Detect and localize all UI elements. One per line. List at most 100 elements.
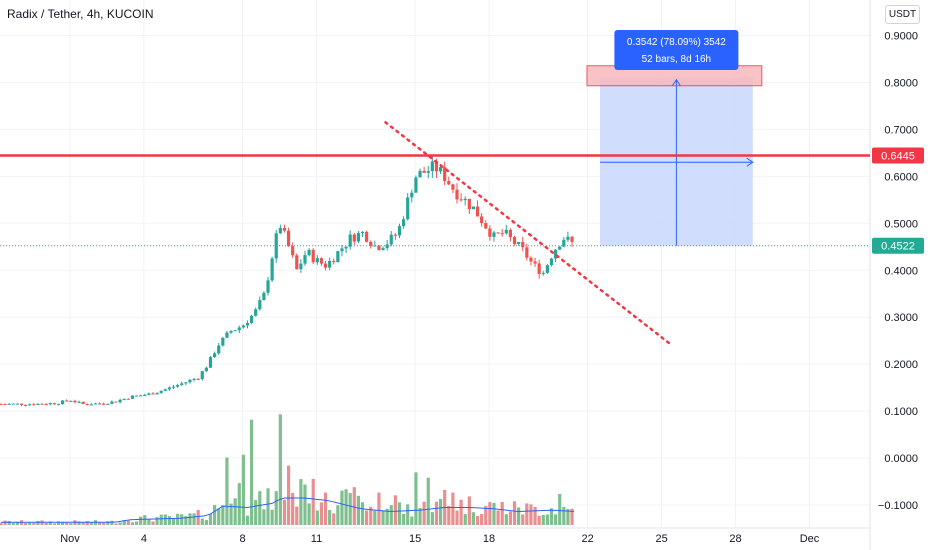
candle-body: [229, 331, 233, 333]
candle-body: [0, 404, 3, 406]
volume-bar: [393, 495, 397, 525]
candle-body: [521, 242, 525, 248]
candle-body: [266, 280, 270, 293]
volume-bar: [554, 514, 558, 525]
volume-bar: [11, 522, 15, 525]
candle-body: [299, 263, 303, 270]
volume-bar: [360, 502, 365, 525]
price-tick-label: 0.7000: [884, 124, 918, 136]
candle-body: [484, 223, 488, 229]
candle-body: [480, 216, 484, 224]
volume-bar: [134, 521, 139, 525]
candle-body: [11, 403, 15, 405]
candle-body: [488, 228, 492, 237]
candle-body: [406, 197, 410, 220]
volume-bar: [44, 522, 48, 525]
candle-body: [196, 378, 200, 380]
volume-moving-average: [0, 497, 575, 523]
candle-body: [85, 403, 89, 405]
candle-body: [455, 189, 459, 200]
time-tick-label: 11: [311, 533, 322, 545]
currency-button[interactable]: USDT: [885, 5, 920, 24]
measure-duration-text: 52 bars, 8d 16h: [642, 54, 712, 65]
volume-bar: [249, 419, 254, 525]
candle-body: [19, 403, 24, 405]
volume-bar: [426, 477, 430, 525]
price-axis[interactable]: 0.9000 0.8000 0.7000 0.6000 0.5000 0.4000 0.30…: [869, 0, 932, 550]
candle-body: [213, 353, 217, 358]
candle-body: [352, 234, 356, 242]
volume-bar: [85, 521, 89, 525]
volume-bar: [114, 523, 118, 525]
volume-bar: [270, 509, 274, 525]
volume-bar: [7, 520, 11, 525]
volume-bar: [549, 508, 554, 525]
candle-body: [61, 400, 65, 405]
volume-bar: [258, 491, 262, 525]
time-tick-label: 25: [655, 533, 667, 545]
candle-body: [373, 245, 377, 247]
volume-bar: [500, 502, 504, 525]
candle-body: [443, 167, 447, 181]
candle-body: [529, 257, 533, 262]
volume-bar: [291, 492, 295, 525]
volume-bar: [303, 484, 307, 525]
volume-bar: [266, 488, 270, 525]
volume-bar: [52, 523, 56, 525]
candle-body: [56, 404, 61, 406]
volume-bar: [558, 493, 562, 525]
candle-body: [504, 229, 508, 234]
volume-bar: [447, 506, 451, 525]
candle-body: [537, 263, 541, 274]
volume-bar: [184, 516, 188, 525]
candle-body: [323, 263, 328, 268]
candle-body: [32, 404, 36, 406]
volume-bar: [163, 514, 167, 525]
candle-body: [348, 234, 352, 247]
candle-body: [430, 161, 434, 172]
candle-body: [434, 161, 439, 172]
candle-body: [295, 255, 299, 270]
long-position-tool[interactable]: 0.3542 (78.09%) 3542 52 bars, 8d 16h: [586, 30, 763, 246]
volume-bar: [348, 493, 352, 525]
volume-bar: [512, 501, 517, 525]
volume-bar: [110, 520, 114, 525]
candle-body: [570, 236, 574, 242]
candle-body: [360, 231, 365, 234]
volume-bar: [102, 522, 106, 525]
volume-bar: [377, 492, 381, 525]
volume-bar: [344, 489, 348, 525]
candle-body: [492, 232, 496, 237]
last-price-line: 0.4522: [0, 237, 924, 254]
volume-bar: [517, 507, 521, 525]
candle-body: [332, 260, 336, 263]
volume-bar: [213, 505, 217, 525]
time-axis[interactable]: Nov 4 8 11 15 18 22 25 28 Dec: [0, 527, 870, 545]
candle-body: [52, 403, 56, 405]
volume-bar: [56, 521, 61, 525]
volume-bar: [151, 521, 155, 525]
volume-bar: [15, 521, 20, 525]
candle-body: [171, 386, 176, 388]
time-tick-label: 8: [239, 533, 245, 545]
candle-body: [447, 180, 451, 185]
resistance-line[interactable]: 0.6445: [0, 147, 924, 164]
candle-body: [414, 177, 418, 193]
candle-body: [114, 401, 118, 403]
candle-body: [282, 227, 287, 231]
candle-body: [463, 198, 467, 201]
candle-body: [562, 239, 566, 247]
volume-bar: [332, 513, 336, 525]
candle-body: [566, 236, 570, 240]
volume-bar: [217, 508, 221, 525]
arrow-head-icon: [746, 157, 754, 167]
volume-bar: [418, 507, 422, 525]
price-tick-label: 0.3000: [884, 312, 918, 324]
candle-body: [451, 184, 455, 190]
candle-body: [188, 379, 192, 383]
candle-body: [286, 230, 291, 247]
resistance-price-badge: [872, 147, 924, 164]
time-tick-label: 4: [141, 533, 147, 545]
volume-bar: [159, 514, 163, 525]
